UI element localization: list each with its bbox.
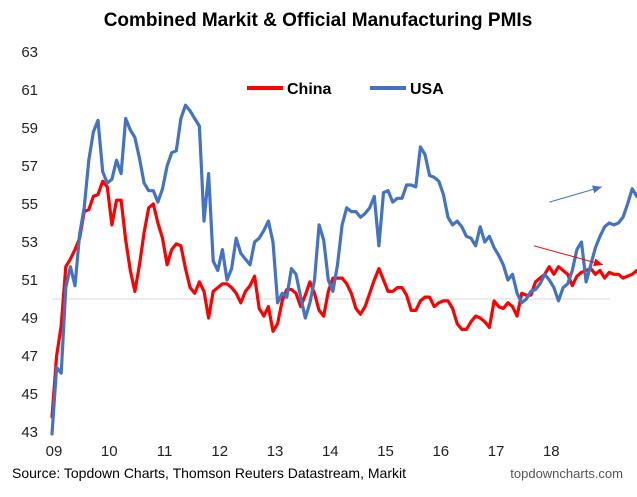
y-tick-label: 61 (21, 82, 38, 99)
legend: China USA (247, 81, 444, 98)
y-tick-label: 55 (21, 196, 38, 213)
series-line-usa (50, 103, 637, 436)
y-tick-label: 57 (21, 158, 38, 175)
x-tick-label: 14 (322, 443, 339, 460)
x-axis: 09 10 11 12 13 14 15 16 17 18 (46, 443, 560, 460)
y-tick-label: 47 (21, 348, 38, 365)
series-line-china (50, 179, 637, 419)
x-tick-label: 16 (432, 443, 449, 460)
watermark: topdowncharts.com (510, 466, 623, 481)
x-tick-label: 13 (267, 443, 284, 460)
x-tick-label: 09 (46, 443, 63, 460)
plot-area (50, 103, 637, 436)
legend-label-usa: USA (410, 81, 444, 98)
source-note: Source: Topdown Charts, Thomson Reuters … (12, 465, 406, 481)
y-axis: 43 45 47 49 51 53 55 57 59 61 63 (21, 44, 38, 441)
x-tick-label: 15 (377, 443, 394, 460)
x-tick-label: 18 (543, 443, 560, 460)
y-tick-label: 53 (21, 234, 38, 251)
y-tick-label: 51 (21, 272, 38, 289)
trend-arrows (533, 185, 604, 267)
trend-arrow (549, 185, 602, 203)
y-tick-label: 43 (21, 424, 38, 441)
x-tick-label: 11 (157, 443, 173, 460)
y-tick-label: 63 (21, 44, 38, 61)
chart-title: Combined Markit & Official Manufacturing… (104, 10, 533, 31)
x-tick-label: 17 (488, 443, 505, 460)
y-tick-label: 59 (21, 120, 38, 137)
x-tick-label: 12 (211, 443, 228, 460)
trend-arrow (533, 245, 604, 267)
legend-label-china: China (287, 81, 332, 98)
y-tick-label: 45 (21, 386, 38, 403)
y-tick-label: 49 (21, 310, 38, 327)
x-tick-label: 10 (101, 443, 118, 460)
